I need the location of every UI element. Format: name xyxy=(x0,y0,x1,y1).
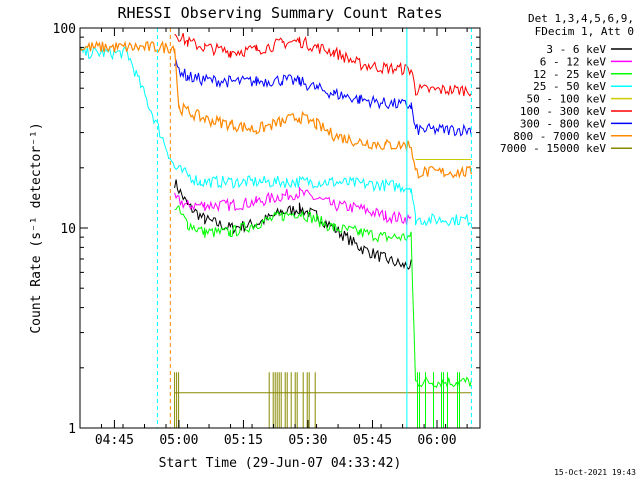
series-line-5 xyxy=(174,33,472,97)
series-5 xyxy=(174,33,472,97)
x-tick-label: 05:45 xyxy=(353,433,392,448)
chart-title: RHESSI Observing Summary Count Rates xyxy=(117,4,442,22)
series-line-3 xyxy=(79,45,472,227)
series-6 xyxy=(174,58,472,137)
legend: Det 1,3,4,5,6,9,FDecim 1, Att 0 3 - 6 keV… xyxy=(500,12,634,155)
legend-label: 6 - 12 keV xyxy=(540,55,607,68)
x-axis-label: Start Time (29-Jun-07 04:33:42) xyxy=(159,456,402,471)
series-line-6 xyxy=(174,58,472,137)
plot-area: 04:45 05:00 05:15 05:30 05:45 06:00 1 10 100 xyxy=(53,22,481,448)
series-0 xyxy=(174,179,412,270)
y-tick-label: 10 xyxy=(60,222,76,237)
series-3 xyxy=(79,45,472,227)
x-tick-label: 04:45 xyxy=(95,433,134,448)
legend-label: 7000 - 15000 keV xyxy=(500,142,606,155)
y-tick-label: 1 xyxy=(68,422,76,437)
y-axis-label: Count Rate (s⁻¹ detector⁻¹) xyxy=(29,122,44,333)
generation-timestamp: 15-Oct-2021 19:43 xyxy=(554,468,636,477)
series-line-1 xyxy=(174,186,412,225)
legend-header-line: FDecim 1, Att 0 xyxy=(535,25,634,38)
series-1 xyxy=(174,186,412,225)
legend-label: 300 - 800 keV xyxy=(520,117,606,130)
series-spikes xyxy=(174,372,460,428)
legend-label: 25 - 50 keV xyxy=(533,80,606,93)
y-tick-label: 100 xyxy=(53,22,76,37)
x-tick-label: 05:00 xyxy=(159,433,198,448)
x-tick-label: 05:15 xyxy=(224,433,263,448)
series-layer xyxy=(79,33,472,428)
series-line-7 xyxy=(79,40,472,179)
axis-ticks: 04:45 05:00 05:15 05:30 05:45 06:00 1 10 100 xyxy=(53,22,480,448)
series-7 xyxy=(79,40,472,179)
legend-label: 3 - 6 keV xyxy=(546,43,606,56)
legend-label: 100 - 300 keV xyxy=(520,105,606,118)
legend-label: 50 - 100 keV xyxy=(527,93,607,106)
series-line-0 xyxy=(174,179,412,270)
legend-label: 800 - 7000 keV xyxy=(513,130,606,143)
x-tick-label: 06:00 xyxy=(417,433,456,448)
legend-label: 12 - 25 keV xyxy=(533,68,606,81)
x-tick-label: 05:30 xyxy=(288,433,327,448)
marker-lines xyxy=(156,28,472,428)
legend-header-line: Det 1,3,4,5,6,9, xyxy=(528,12,634,25)
